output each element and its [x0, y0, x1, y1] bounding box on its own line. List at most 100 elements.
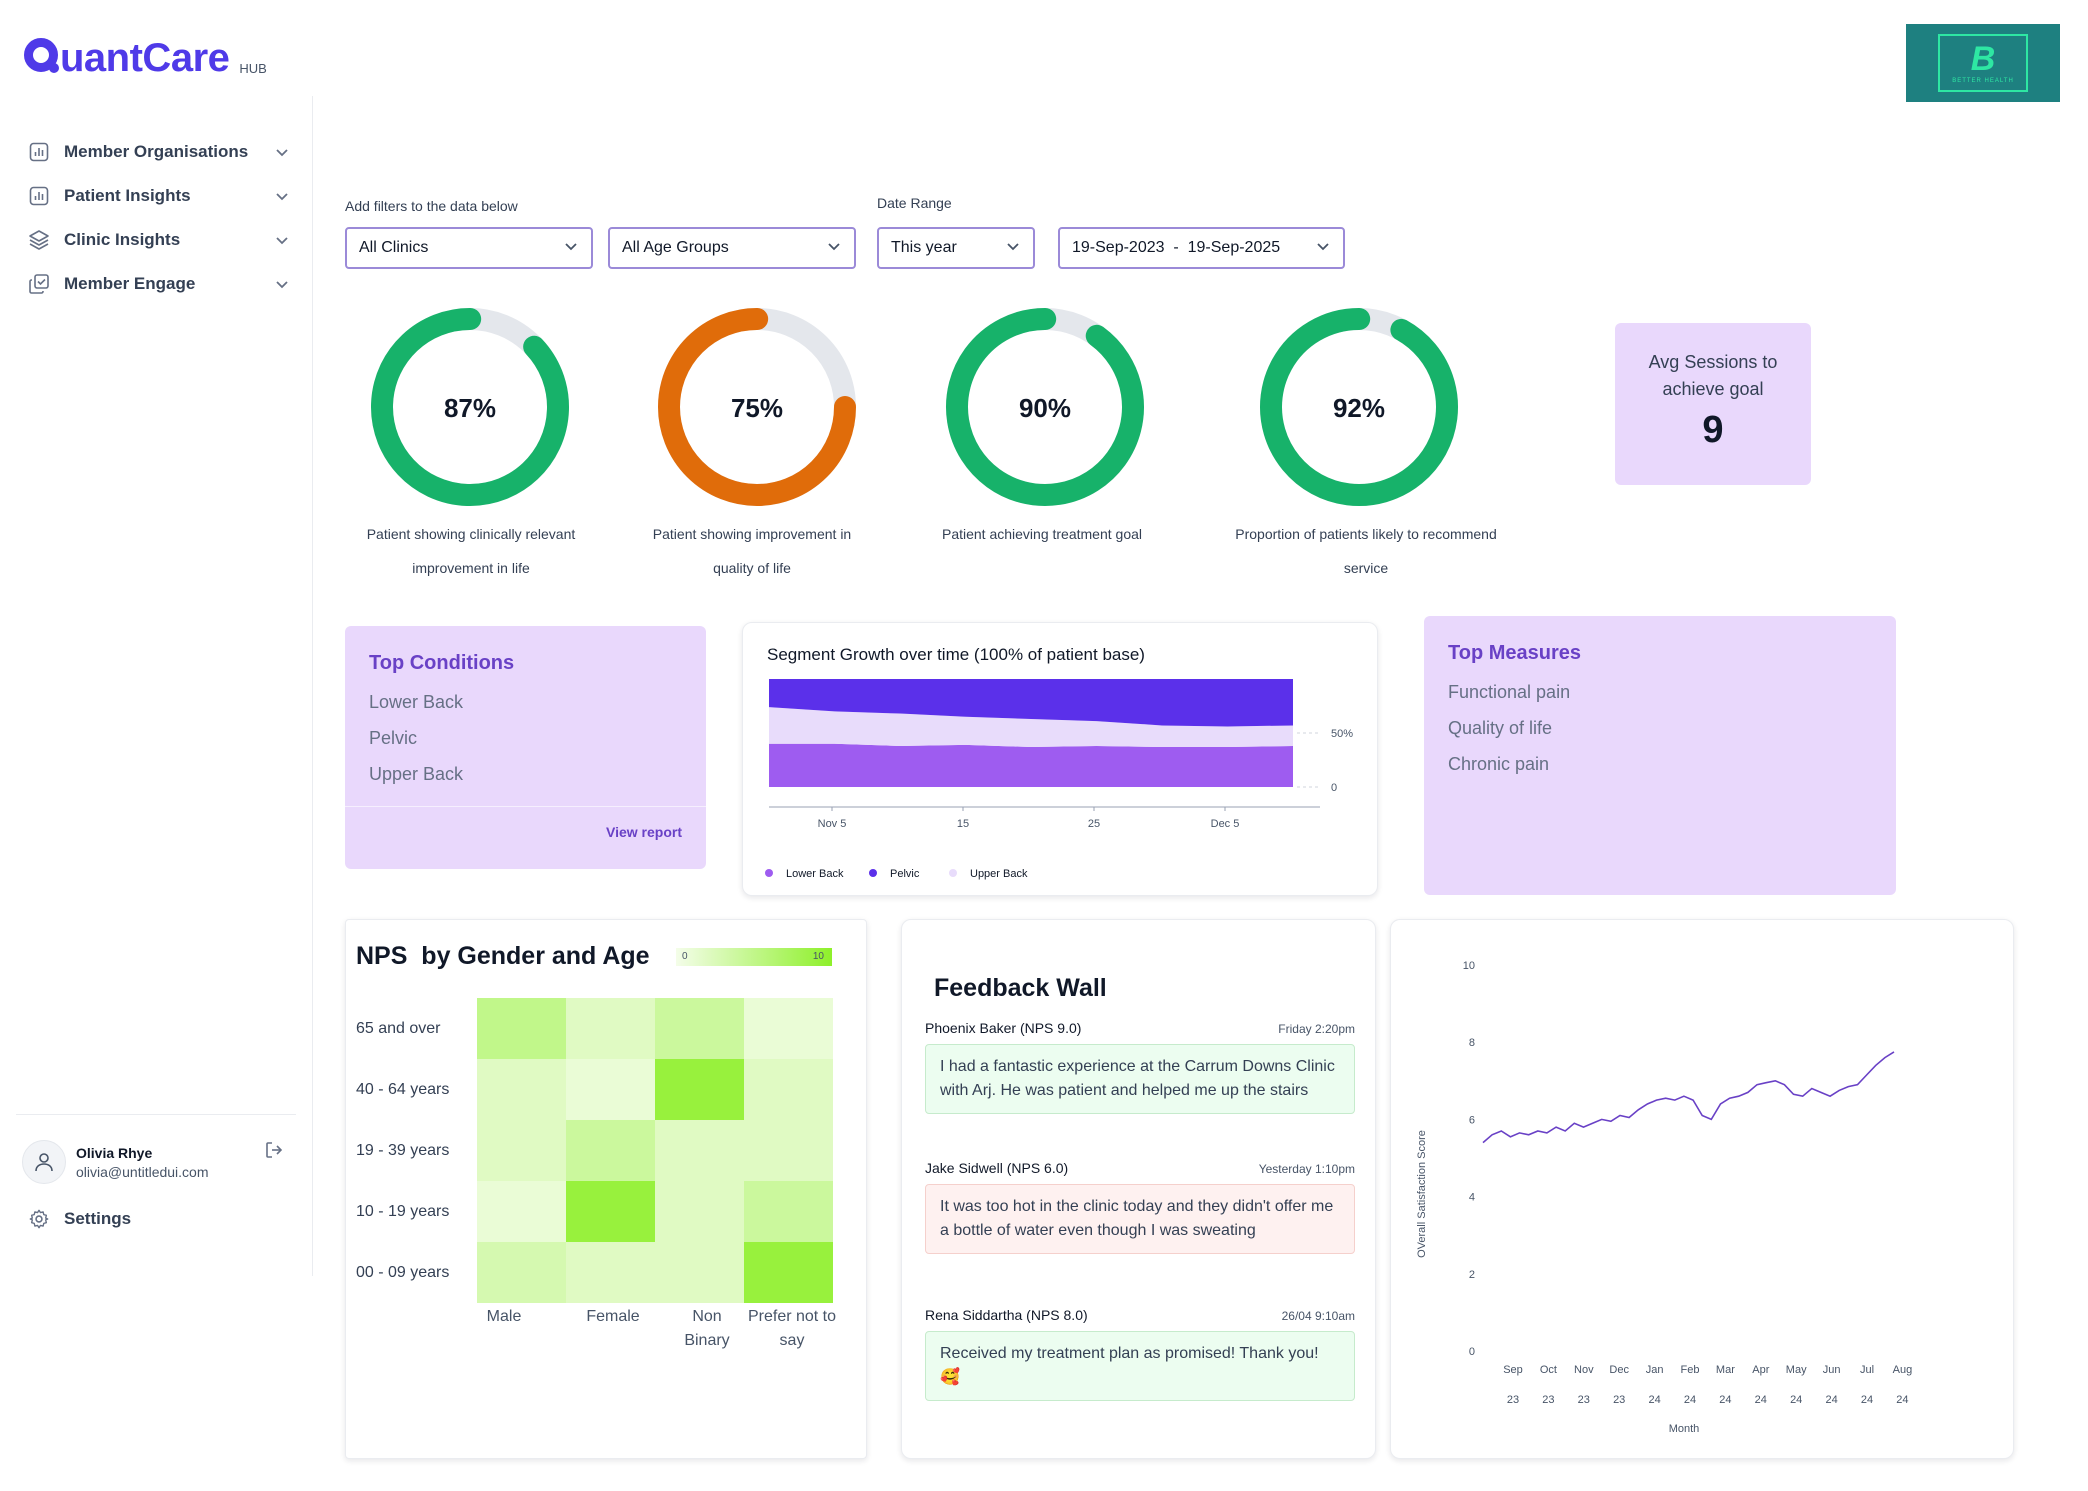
x-tick-year: 24 [1825, 1394, 1837, 1406]
list-item: Upper Back [369, 764, 464, 784]
x-tick-label: 25 [1088, 818, 1100, 830]
card-divider [345, 806, 706, 807]
x-tick-month: Nov [1574, 1364, 1594, 1376]
chevron-down-icon [274, 188, 290, 204]
x-tick-year: 23 [1578, 1394, 1590, 1406]
heatmap-cell [744, 1120, 833, 1181]
logout-icon[interactable] [264, 1140, 284, 1165]
sidebar-item-clinic-insights[interactable]: Clinic Insights [28, 218, 290, 262]
brand-frame: B BETTER HEALTH [1938, 34, 2028, 92]
bar-chart-icon [28, 141, 50, 163]
heatmap-cell [744, 998, 833, 1059]
feedback-header: Rena Siddartha (NPS 8.0) 26/04 9:10am [925, 1307, 1355, 1323]
heatmap-cell [566, 1059, 655, 1120]
period-select[interactable]: This year [877, 227, 1035, 269]
y-tick-label: 0 [1469, 1346, 1475, 1358]
heatmap-cell [655, 998, 744, 1059]
date-range-select[interactable]: 19-Sep-2023 - 19-Sep-2025 [1058, 227, 1345, 269]
sidebar-item-member-engage[interactable]: Member Engage [28, 262, 290, 306]
avg-sessions-card: Avg Sessions to achieve goal 9 [1615, 323, 1811, 485]
legend-label: Lower Back [786, 868, 844, 880]
chevron-down-icon [274, 232, 290, 248]
feedback-message: I had a fantastic experience at the Carr… [925, 1044, 1355, 1114]
nps-scale-bar: 0 10 [676, 948, 832, 966]
satisfaction-line [1482, 1051, 1895, 1144]
x-tick-month: Oct [1540, 1364, 1557, 1376]
x-tick-year: 24 [1755, 1394, 1767, 1406]
feedback-time: Yesterday 1:10pm [1258, 1162, 1355, 1176]
sidebar-divider [312, 96, 313, 1276]
user-icon [35, 1153, 53, 1172]
feedback-time: 26/04 9:10am [1281, 1309, 1355, 1323]
heatmap-cell [477, 998, 566, 1059]
kpi-value: 75% [731, 393, 783, 423]
heatmap-row-label: 65 and over [356, 1020, 441, 1037]
area-upper-back [769, 707, 1293, 748]
chevron-down-icon [563, 238, 579, 259]
kpi-caption: Patient showing clinically relevant impro… [366, 526, 576, 576]
heatmap-cell [655, 1181, 744, 1242]
x-tick-label: 15 [957, 818, 969, 830]
age-groups-select[interactable]: All Age Groups [608, 227, 856, 269]
heatmap-cell [566, 1120, 655, 1181]
heatmap-row-label: 19 - 39 years [356, 1142, 450, 1159]
list-item: Pelvic [369, 728, 418, 748]
donut-arc [1260, 308, 1458, 506]
x-tick-year: 24 [1648, 1394, 1660, 1406]
settings-link[interactable]: Settings [28, 1208, 131, 1230]
heatmap-row-label: 00 - 09 years [356, 1264, 450, 1281]
heatmap-col-label: Non Binary [684, 1308, 730, 1349]
avatar[interactable] [22, 1140, 66, 1184]
sidebar-item-patient-insights[interactable]: Patient Insights [28, 174, 290, 218]
chevron-down-icon [826, 238, 842, 259]
chevron-down-icon [1005, 238, 1021, 259]
nps-title: NPS by Gender and Age [356, 942, 650, 970]
feedback-message: Received my treatment plan as promised! … [925, 1331, 1355, 1401]
heatmap-row-label: 10 - 19 years [356, 1203, 450, 1220]
satisfaction-card: 0 2 4 6 8 10 OVerall Satisfaction Score Sep 23 Oc… [1390, 919, 2014, 1459]
quantcare-logo[interactable]: uantCare HUB [24, 28, 267, 78]
kpi-donut: 92% [1254, 302, 1464, 512]
brand-logo: B BETTER HEALTH [1906, 24, 2060, 102]
area-pelvic [769, 679, 1293, 727]
x-tick-year: 24 [1790, 1394, 1802, 1406]
feedback-author: Rena Siddartha (NPS 8.0) [925, 1307, 1088, 1323]
y-tick-label: 10 [1463, 960, 1475, 972]
kpi-value: 92% [1333, 393, 1385, 423]
feedback-header: Phoenix Baker (NPS 9.0) Friday 2:20pm [925, 1020, 1355, 1036]
x-tick-label: Nov 5 [818, 818, 847, 830]
x-tick-year: 24 [1719, 1394, 1731, 1406]
area-lower-back [769, 743, 1293, 787]
heatmap-cell [477, 1181, 566, 1242]
clinics-select[interactable]: All Clinics [345, 227, 593, 269]
feedback-author: Phoenix Baker (NPS 9.0) [925, 1020, 1082, 1036]
x-tick-month: Jun [1823, 1364, 1841, 1376]
x-tick-month: Jul [1860, 1364, 1874, 1376]
list-item: Lower Back [369, 692, 464, 712]
list-item: Chronic pain [1448, 754, 1550, 774]
view-report-link[interactable]: View report [606, 824, 682, 840]
bar-chart-icon [28, 185, 50, 207]
list-item: Functional pain [1448, 682, 1571, 702]
kpi-caption: Proportion of patients likely to recomme… [1235, 526, 1497, 576]
heatmap-cell [744, 1181, 833, 1242]
top-measures-title: Top Measures [1448, 642, 1581, 664]
feedback-title: Feedback Wall [934, 974, 1107, 1002]
kpi-value: 87% [444, 393, 496, 423]
legend-swatch [765, 869, 773, 877]
kpi-value: 90% [1019, 393, 1071, 423]
x-tick-year: 23 [1507, 1394, 1519, 1406]
user-profile[interactable]: Olivia Rhye olivia@untitledui.com [22, 1140, 292, 1184]
donut-arc [658, 308, 856, 506]
heatmap-cell [566, 998, 655, 1059]
feedback-header: Jake Sidwell (NPS 6.0) Yesterday 1:10pm [925, 1160, 1355, 1176]
kpi-donut: 75% [652, 302, 862, 512]
legend-label: Pelvic [890, 868, 920, 880]
x-tick-label: Dec 5 [1211, 818, 1240, 830]
sidebar-item-member-organisations[interactable]: Member Organisations [28, 130, 290, 174]
x-tick-month: Sep [1503, 1364, 1523, 1376]
legend-swatch [869, 869, 877, 877]
heatmap-col-label: Prefer not to say [747, 1308, 837, 1349]
avg-sessions-value: 9 [1702, 409, 1724, 451]
